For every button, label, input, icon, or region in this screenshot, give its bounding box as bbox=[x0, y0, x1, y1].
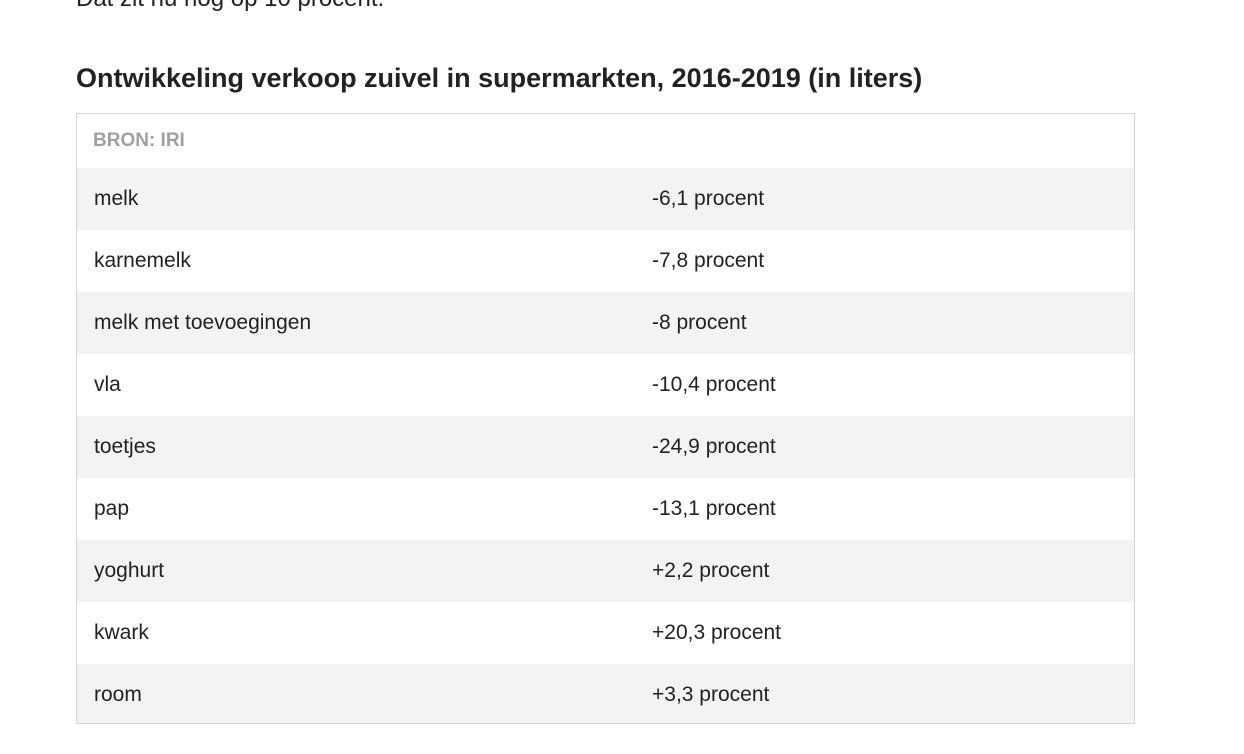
change-value-cell: -6,1 procent bbox=[652, 187, 765, 210]
change-value-cell: +2,2 procent bbox=[652, 559, 770, 582]
change-value-cell: -24,9 procent bbox=[652, 435, 776, 458]
product-name-cell: melk met toevoegingen bbox=[94, 311, 312, 334]
table-row: toetjes -24,9 procent bbox=[77, 416, 1134, 478]
product-name-cell: pap bbox=[94, 497, 130, 520]
product-name-cell: room bbox=[94, 683, 142, 706]
dairy-sales-table: melk -6,1 procent karnemelk -7,8 procent mel… bbox=[77, 168, 1134, 723]
table-row: karnemelk -7,8 procent bbox=[77, 230, 1134, 292]
change-value-cell: -10,4 procent bbox=[652, 373, 776, 396]
table-row: melk -6,1 procent bbox=[77, 168, 1134, 230]
data-table-container: BRON: IRI melk -6,1 procent karnemelk -7,8 … bbox=[76, 113, 1135, 724]
table-row: pap -13,1 procent bbox=[77, 478, 1134, 540]
change-value-cell: +3,3 procent bbox=[652, 683, 770, 706]
product-name-cell: vla bbox=[94, 373, 121, 396]
table-title: Ontwikkeling verkoop zuivel in supermark… bbox=[76, 63, 923, 93]
product-name-cell: melk bbox=[94, 187, 139, 210]
product-name-cell: toetjes bbox=[94, 435, 156, 458]
table-row: vla -10,4 procent bbox=[77, 354, 1134, 416]
table-row: room +3,3 procent bbox=[77, 664, 1134, 723]
change-value-cell: -8 procent bbox=[652, 311, 747, 334]
product-name-cell: kwark bbox=[94, 621, 149, 644]
product-name-cell: yoghurt bbox=[94, 559, 165, 582]
table-row: kwark +20,3 procent bbox=[77, 602, 1134, 664]
article-text-fragment: Dat zit nu nog op 10 procent. bbox=[76, 0, 384, 14]
table-source-label: BRON: IRI bbox=[93, 130, 185, 151]
change-value-cell: -13,1 procent bbox=[652, 497, 776, 520]
table-body: melk -6,1 procent karnemelk -7,8 procent mel… bbox=[77, 168, 1134, 723]
change-value-cell: +20,3 procent bbox=[652, 621, 782, 644]
table-row: melk met toevoegingen -8 procent bbox=[77, 292, 1134, 354]
table-row: yoghurt +2,2 procent bbox=[77, 540, 1134, 602]
product-name-cell: karnemelk bbox=[94, 249, 191, 272]
change-value-cell: -7,8 procent bbox=[652, 249, 765, 272]
